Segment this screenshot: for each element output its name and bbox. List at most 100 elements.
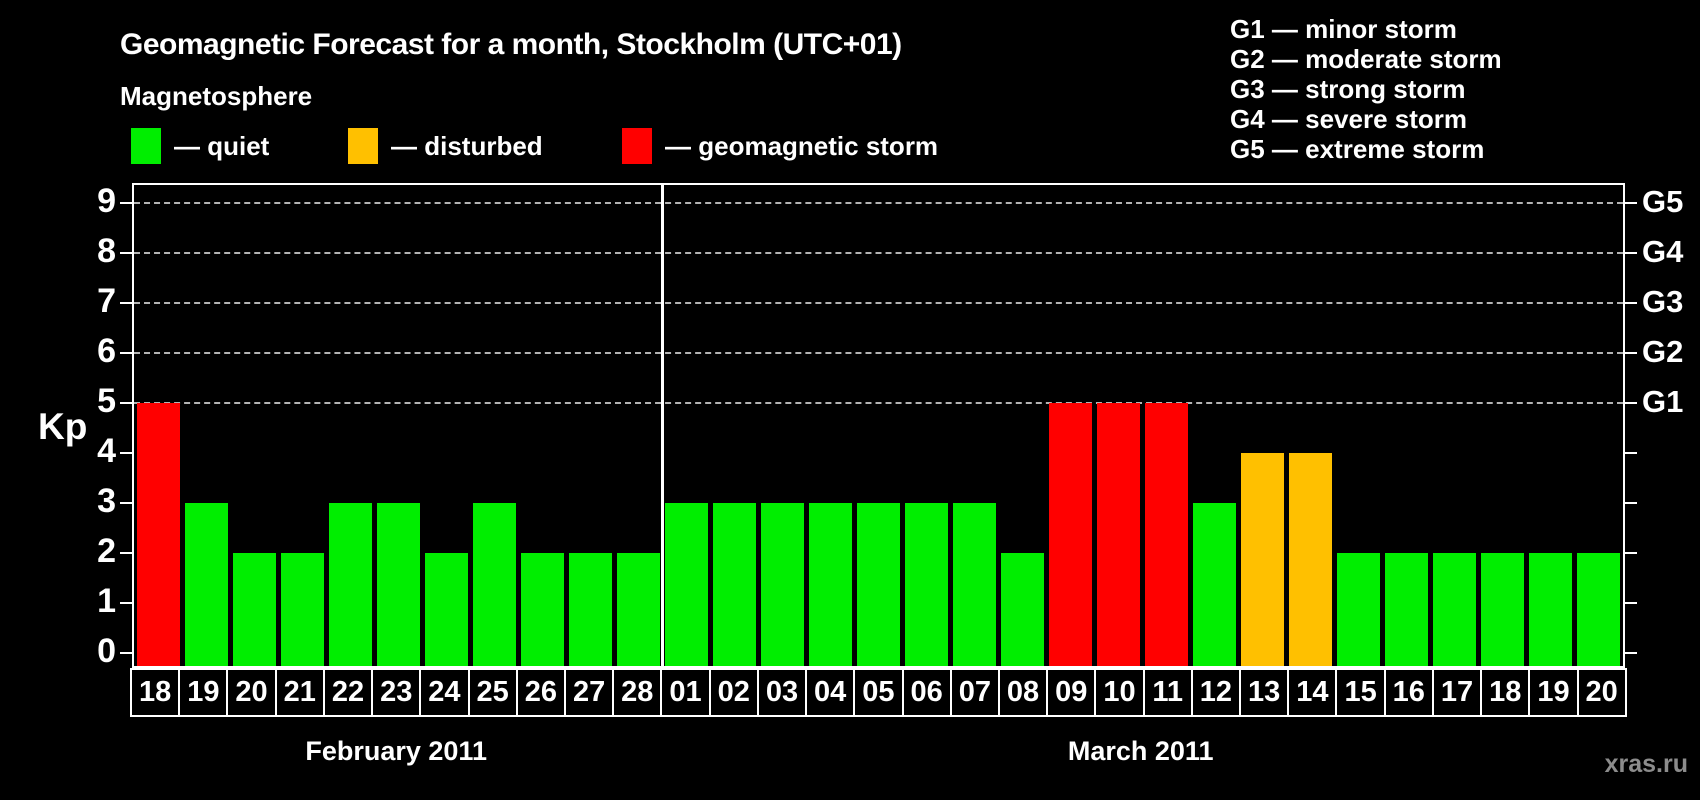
kp-bar [616, 553, 660, 666]
day-cell: 01 [660, 668, 711, 717]
y-axis-tick [120, 252, 132, 254]
day-cell: 02 [708, 668, 759, 717]
day-cell: 20 [1576, 668, 1627, 717]
kp-bar [1241, 453, 1285, 666]
day-cell: 16 [1383, 668, 1434, 717]
grid-line [134, 352, 1623, 354]
kp-bar [1001, 553, 1045, 666]
y-axis-tick-label: 0 [97, 632, 116, 670]
day-cell: 12 [1190, 668, 1242, 717]
kp-bar [905, 503, 949, 666]
y-axis-tick [120, 402, 132, 404]
g-scale-legend: G1 — minor storm G2 — moderate storm G3 … [1230, 14, 1502, 164]
right-axis-tick [1625, 352, 1637, 354]
day-cell: 22 [322, 668, 374, 717]
kp-bar [1481, 553, 1525, 666]
kp-bar [856, 503, 900, 666]
y-axis-tick-label: 2 [97, 532, 116, 570]
day-cell: 04 [805, 668, 856, 717]
day-cell: 08 [997, 668, 1049, 717]
day-cell: 28 [612, 668, 663, 717]
grid-line [134, 402, 1623, 404]
kp-bar [184, 503, 228, 666]
grid-line [134, 202, 1623, 204]
y-axis-tick [120, 552, 132, 554]
legend-item-label: — quiet [174, 130, 270, 161]
y-axis-tick [120, 352, 132, 354]
kp-bar [472, 503, 516, 666]
watermark: xras.ru [1604, 750, 1688, 778]
plot-area [132, 183, 1625, 668]
right-axis-tick [1625, 402, 1637, 404]
day-cell: 18 [1480, 668, 1531, 717]
page-title: Geomagnetic Forecast for a month, Stockh… [120, 28, 902, 61]
right-axis-tick [1625, 452, 1637, 454]
day-cell: 03 [756, 668, 808, 717]
legend-item-label: — geomagnetic storm [665, 130, 939, 161]
kp-bar [760, 503, 804, 666]
kp-bar [376, 503, 420, 666]
y-axis-tick [120, 202, 132, 204]
day-cell: 11 [1142, 668, 1193, 717]
g-scale-legend-line: G3 — strong storm [1230, 74, 1466, 104]
g-scale-axis-label: G5 [1642, 184, 1684, 219]
y-axis-tick-label: 3 [97, 482, 116, 520]
g-scale-legend-line: G2 — moderate storm [1230, 44, 1502, 74]
y-axis-tick-label: 4 [97, 432, 116, 470]
day-cell: 26 [515, 668, 566, 717]
day-cell: 05 [853, 668, 904, 717]
right-axis-tick [1625, 652, 1637, 654]
day-cell: 17 [1431, 668, 1483, 717]
day-cell: 27 [563, 668, 615, 717]
y-axis-tick [120, 452, 132, 454]
day-cell: 07 [949, 668, 1000, 717]
y-axis-tick-label: 1 [97, 582, 116, 620]
g-scale-legend-line: G5 — extreme storm [1230, 134, 1485, 164]
kp-bar [1097, 403, 1141, 666]
disturbed-color-swatch [348, 128, 378, 164]
kp-bar [1193, 503, 1237, 666]
g-scale-axis-label: G3 [1642, 284, 1684, 319]
legend-heading: Magnetosphere [120, 81, 313, 111]
quiet-color-swatch [131, 128, 161, 164]
right-axis-tick [1625, 552, 1637, 554]
kp-bar [1145, 403, 1189, 666]
day-cell: 25 [467, 668, 518, 717]
kp-bar [712, 503, 756, 666]
kp-bar [1433, 553, 1477, 666]
y-axis-tick-label: 9 [97, 182, 116, 220]
y-axis-tick [120, 602, 132, 604]
kp-bar [1577, 553, 1621, 666]
y-axis-tick [120, 302, 132, 304]
kp-bar [328, 503, 372, 666]
kp-bar [520, 553, 564, 666]
legend-item-quiet: — quiet [131, 128, 269, 164]
g-scale-axis-label: G2 [1642, 334, 1684, 369]
kp-bar [568, 553, 612, 666]
month-label: March 2011 [1067, 736, 1214, 766]
y-axis-tick-label: 8 [97, 232, 116, 270]
right-axis-tick [1625, 252, 1637, 254]
y-axis-tick-label: 6 [97, 332, 116, 370]
day-cell: 19 [178, 668, 229, 717]
day-cell: 19 [1528, 668, 1579, 717]
right-axis-tick [1625, 202, 1637, 204]
kp-bar [953, 503, 997, 666]
y-axis-tick-label: 5 [97, 382, 116, 420]
legend-item-disturbed: — disturbed [348, 128, 543, 164]
kp-bar [664, 503, 708, 666]
day-cell: 23 [371, 668, 422, 717]
day-cell: 10 [1094, 668, 1145, 717]
right-axis-tick [1625, 602, 1637, 604]
y-axis-title: Kp [38, 406, 88, 447]
y-axis-tick [120, 652, 132, 654]
kp-bar [280, 553, 324, 666]
grid-line [134, 302, 1623, 304]
day-cell: 21 [274, 668, 325, 717]
legend-item-storm: — geomagnetic storm [622, 128, 938, 164]
day-cell: 13 [1239, 668, 1290, 717]
day-cell: 09 [1046, 668, 1097, 717]
day-cell: 20 [226, 668, 277, 717]
kp-bar [1289, 453, 1333, 666]
